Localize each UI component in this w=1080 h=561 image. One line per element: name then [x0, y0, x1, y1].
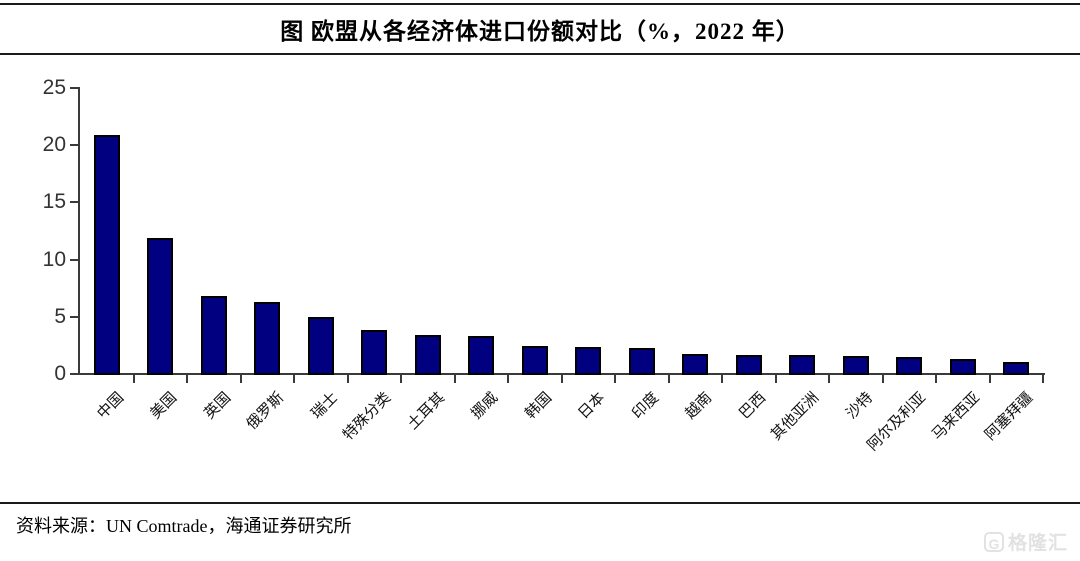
- x-tick: [453, 375, 456, 383]
- bottom-divider: [0, 502, 1080, 504]
- y-tick-label: 5: [54, 304, 66, 328]
- x-tick: [186, 375, 188, 383]
- x-tick: [239, 375, 242, 383]
- gelonghui-watermark-text: 格隆汇: [1007, 533, 1068, 554]
- y-tick: [70, 258, 78, 261]
- bar-挪威: [468, 336, 495, 375]
- y-tick-label: 10: [42, 247, 66, 271]
- bar-阿塞拜疆: [1003, 361, 1030, 375]
- source-note: 资料来源：UN Comtrade，海通证券研究所: [16, 516, 352, 536]
- y-tick: [70, 144, 78, 147]
- x-tick: [828, 375, 830, 383]
- y-tick: [70, 201, 78, 204]
- x-tick: [667, 375, 670, 383]
- bar-日本: [575, 346, 602, 375]
- y-tick: [70, 373, 78, 375]
- x-tick: [988, 375, 991, 383]
- y-tick-label: 0: [54, 362, 66, 385]
- chart-title: 图 欧盟从各经济体进口份额对比（%，2022 年）: [280, 19, 800, 44]
- bar-越南: [682, 353, 709, 375]
- y-tick: [70, 87, 78, 89]
- x-tick: [507, 375, 509, 383]
- bar-韩国: [521, 345, 548, 375]
- title-divider: [0, 53, 1080, 55]
- bar-瑞士: [307, 316, 334, 375]
- x-tick: [721, 375, 723, 383]
- y-axis-line: [78, 87, 80, 375]
- bar-阿尔及利亚: [896, 356, 923, 375]
- x-tick: [560, 375, 563, 383]
- y-tick-label: 25: [42, 76, 66, 99]
- bar-印度: [628, 347, 655, 375]
- y-tick-label: 20: [42, 133, 66, 157]
- bar-特殊分类: [361, 329, 388, 375]
- gelonghui-logo-icon: G: [983, 531, 1004, 552]
- y-tick: [70, 315, 78, 318]
- x-axis-line: [78, 373, 1045, 375]
- bar-chart: 0 5 10 15 20 25 中国 美国 英国 俄罗斯 瑞士 特殊分类 土耳其 挪威 韩国 日本 印度 越南 巴西…: [0, 56, 1080, 502]
- bar-英国: [200, 296, 227, 375]
- x-tick: [400, 375, 402, 383]
- x-tick: [614, 375, 616, 383]
- x-tick: [346, 375, 349, 383]
- y-tick-label: 15: [42, 190, 66, 214]
- x-tick: [132, 375, 135, 383]
- bar-美国: [147, 238, 174, 375]
- x-tick: [293, 375, 295, 383]
- x-tick: [774, 375, 777, 383]
- bar-巴西: [735, 354, 762, 375]
- x-tick: [935, 375, 937, 383]
- top-divider: [0, 3, 1080, 5]
- bar-土耳其: [414, 335, 441, 375]
- x-tick: [1042, 375, 1044, 383]
- bar-马来西亚: [949, 359, 976, 375]
- gelonghui-watermark: G 格隆汇: [983, 528, 1068, 555]
- bar-俄罗斯: [254, 302, 281, 375]
- bar-沙特: [842, 355, 869, 375]
- bar-中国: [93, 135, 120, 375]
- bar-其他亚洲: [789, 354, 816, 375]
- x-tick: [881, 375, 884, 383]
